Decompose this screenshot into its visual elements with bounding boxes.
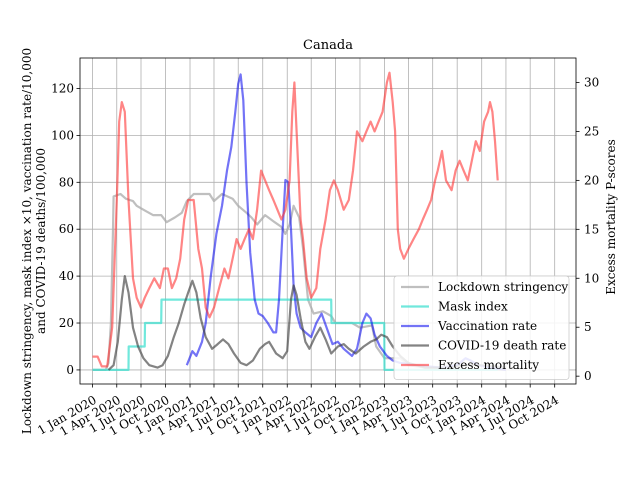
- y-right-tick-label: 20: [584, 173, 599, 187]
- y-right-tick-label: 0: [584, 369, 592, 383]
- y-left-tick-label: 80: [59, 175, 74, 189]
- y-axis-left-label-line-2: and COVID-19 deaths/100,000: [34, 148, 48, 334]
- y-axis-left-label-line-1: Lockdown stringency, mask index ×10, vac…: [20, 48, 34, 434]
- legend: Lockdown stringency Mask index Vaccination…: [393, 275, 570, 380]
- chart-title: Canada: [303, 38, 353, 53]
- series-group: [92, 71, 507, 371]
- series-line-mask: [92, 298, 498, 371]
- y-axis-left: 0 20 40 60 80 100 120: [51, 81, 80, 377]
- y-axis-right: 0 5 10 15 20 25 30: [576, 75, 599, 383]
- legend-box: [393, 275, 570, 380]
- y-right-tick-label: 5: [584, 320, 592, 334]
- series-line-excess: [92, 71, 499, 368]
- legend-label-deaths: COVID-19 death rate: [438, 339, 566, 353]
- legend-label-excess: Excess mortality: [438, 358, 539, 372]
- y-axis-right-label: Excess mortality P-scores: [604, 139, 618, 294]
- legend-label-mask: Mask index: [438, 300, 508, 314]
- y-left-tick-label: 20: [59, 316, 74, 330]
- y-right-tick-label: 15: [584, 222, 599, 236]
- y-left-tick-label: 100: [51, 128, 74, 142]
- legend-label-vaccination: Vaccination rate: [437, 319, 537, 333]
- y-left-tick-label: 0: [66, 363, 74, 377]
- y-left-tick-label: 120: [51, 81, 74, 95]
- y-right-tick-label: 25: [584, 124, 599, 138]
- y-right-tick-label: 30: [584, 75, 599, 89]
- series-line-deaths: [107, 275, 507, 371]
- series-line-vaccination: [185, 73, 507, 371]
- y-right-tick-label: 10: [584, 271, 599, 285]
- y-left-tick-label: 40: [59, 269, 74, 283]
- plot-frame: [79, 57, 577, 385]
- y-left-tick-label: 60: [59, 222, 74, 236]
- legend-label-stringency: Lockdown stringency: [438, 280, 568, 294]
